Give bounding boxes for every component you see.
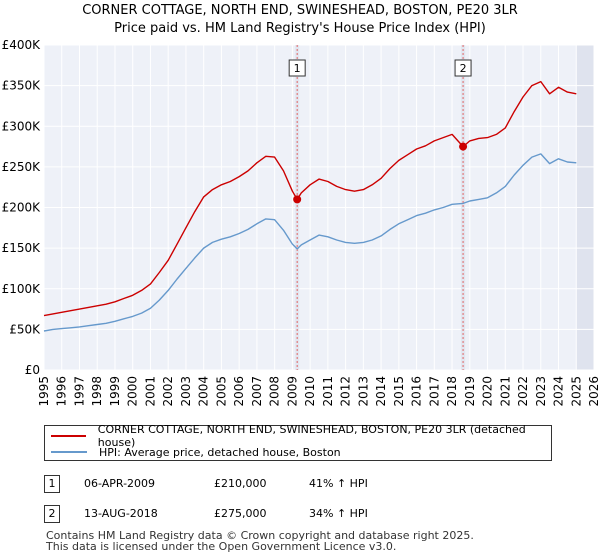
transaction-price: £275,000 xyxy=(214,507,267,520)
transaction-row: 1 06-APR-2009 £210,000 41% ↑ HPI xyxy=(44,475,564,497)
chart-title: CORNER COTTAGE, NORTH END, SWINESHEAD, B… xyxy=(82,3,518,18)
legend-item-hpi: HPI: Average price, detached house, Bost… xyxy=(51,444,341,460)
sale-point xyxy=(293,195,302,204)
x-tick-label: 2008 xyxy=(268,376,282,407)
sale-point xyxy=(459,142,468,151)
x-tick-label: 2026 xyxy=(587,376,600,407)
legend-label-property: CORNER COTTAGE, NORTH END, SWINESHEAD, B… xyxy=(97,423,526,449)
x-axis: 1995 1996 1997 1998 1999 2000 2001 2002 2003 2004… xyxy=(37,376,600,407)
marker-bands xyxy=(295,45,466,370)
y-tick-label: £200K xyxy=(2,201,42,215)
marker-badge xyxy=(454,59,472,77)
y-tick-label: £0 xyxy=(25,363,40,377)
x-tick-label: 2017 xyxy=(427,376,441,407)
x-tick-label: 2010 xyxy=(303,376,317,407)
x-tick-label: 1999 xyxy=(108,376,122,407)
transaction-date: 06-APR-2009 xyxy=(84,477,156,490)
marker-badge xyxy=(288,59,306,77)
x-tick-label: 2000 xyxy=(126,376,140,407)
x-tick-label: 2002 xyxy=(161,376,175,407)
x-tick-label: 2014 xyxy=(374,376,388,407)
chart-subtitle: Price paid vs. HM Land Registry's House … xyxy=(114,21,486,36)
y-tick-label: £300K xyxy=(2,119,42,133)
x-tick-label: 2016 xyxy=(410,376,424,407)
x-tick-label: 2020 xyxy=(481,376,495,407)
x-tick-label: 2009 xyxy=(285,376,299,407)
x-tick-label: 2025 xyxy=(569,376,583,407)
y-tick-label: £150K xyxy=(2,241,42,255)
sale-points xyxy=(293,142,468,204)
x-tick-label: 2013 xyxy=(356,376,370,407)
legend-swatch-property xyxy=(51,435,86,437)
x-tick-label: 1997 xyxy=(72,376,86,407)
x-tick-label: 2019 xyxy=(463,376,477,407)
y-tick-label: £100K xyxy=(2,282,42,296)
x-tick-label: 2024 xyxy=(552,376,566,407)
transaction-badge: 2 xyxy=(44,505,60,523)
x-tick-label: 2004 xyxy=(197,376,211,407)
x-tick-label: 2005 xyxy=(214,376,228,407)
sale-band xyxy=(461,45,466,370)
legend: CORNER COTTAGE, NORTH END, SWINESHEAD, B… xyxy=(44,423,552,461)
transaction-date: 13-AUG-2018 xyxy=(84,507,158,520)
legend-label-hpi: HPI: Average price, detached house, Bost… xyxy=(99,445,341,459)
y-tick-label: £50K xyxy=(9,322,41,336)
y-tick-label: £250K xyxy=(2,160,42,174)
transaction-badge: 1 xyxy=(44,475,60,493)
x-tick-label: 2003 xyxy=(179,376,193,407)
sale-band xyxy=(295,45,300,370)
y-axis: £0 £50K £100K £150K £200K £250K £300K £350K £400… xyxy=(2,38,42,377)
x-tick-label: 2011 xyxy=(321,376,335,407)
marker-badge-label: 1 xyxy=(294,62,301,75)
x-tick-label: 2012 xyxy=(339,376,353,407)
transaction-price: £210,000 xyxy=(214,477,267,490)
x-tick-label: 2001 xyxy=(143,376,157,407)
footer-licence: This data is licensed under the Open Gov… xyxy=(46,540,397,553)
footer: Contains HM Land Registry data © Crown c… xyxy=(46,530,474,552)
marker-badge-label: 2 xyxy=(460,62,467,75)
footer-copyright: Contains HM Land Registry data © Crown c… xyxy=(46,529,474,542)
series-line-property xyxy=(43,80,577,317)
x-tick-label: 2015 xyxy=(392,376,406,407)
legend-swatch-hpi xyxy=(51,451,87,453)
x-tick-label: 1998 xyxy=(90,376,104,407)
transaction-row: 2 13-AUG-2018 £275,000 34% ↑ HPI xyxy=(44,505,564,527)
x-tick-label: 2022 xyxy=(516,376,530,407)
transaction-change: 41% ↑ HPI xyxy=(309,477,368,490)
x-tick-label: 2006 xyxy=(232,376,246,407)
legend-item-property: CORNER COTTAGE, NORTH END, SWINESHEAD, B… xyxy=(51,423,551,449)
x-tick-label: 1996 xyxy=(55,376,69,407)
x-tick-label: 2007 xyxy=(250,376,264,407)
series-group xyxy=(43,80,577,332)
series-line-hpi xyxy=(43,153,577,332)
y-tick-label: £350K xyxy=(2,79,42,93)
x-tick-label: 2021 xyxy=(498,376,512,407)
y-tick-label: £400K xyxy=(2,38,42,52)
transaction-change: 34% ↑ HPI xyxy=(309,507,368,520)
x-tick-label: 2018 xyxy=(445,376,459,407)
x-tick-label: 1995 xyxy=(37,376,51,407)
x-tick-label: 2023 xyxy=(534,376,548,407)
